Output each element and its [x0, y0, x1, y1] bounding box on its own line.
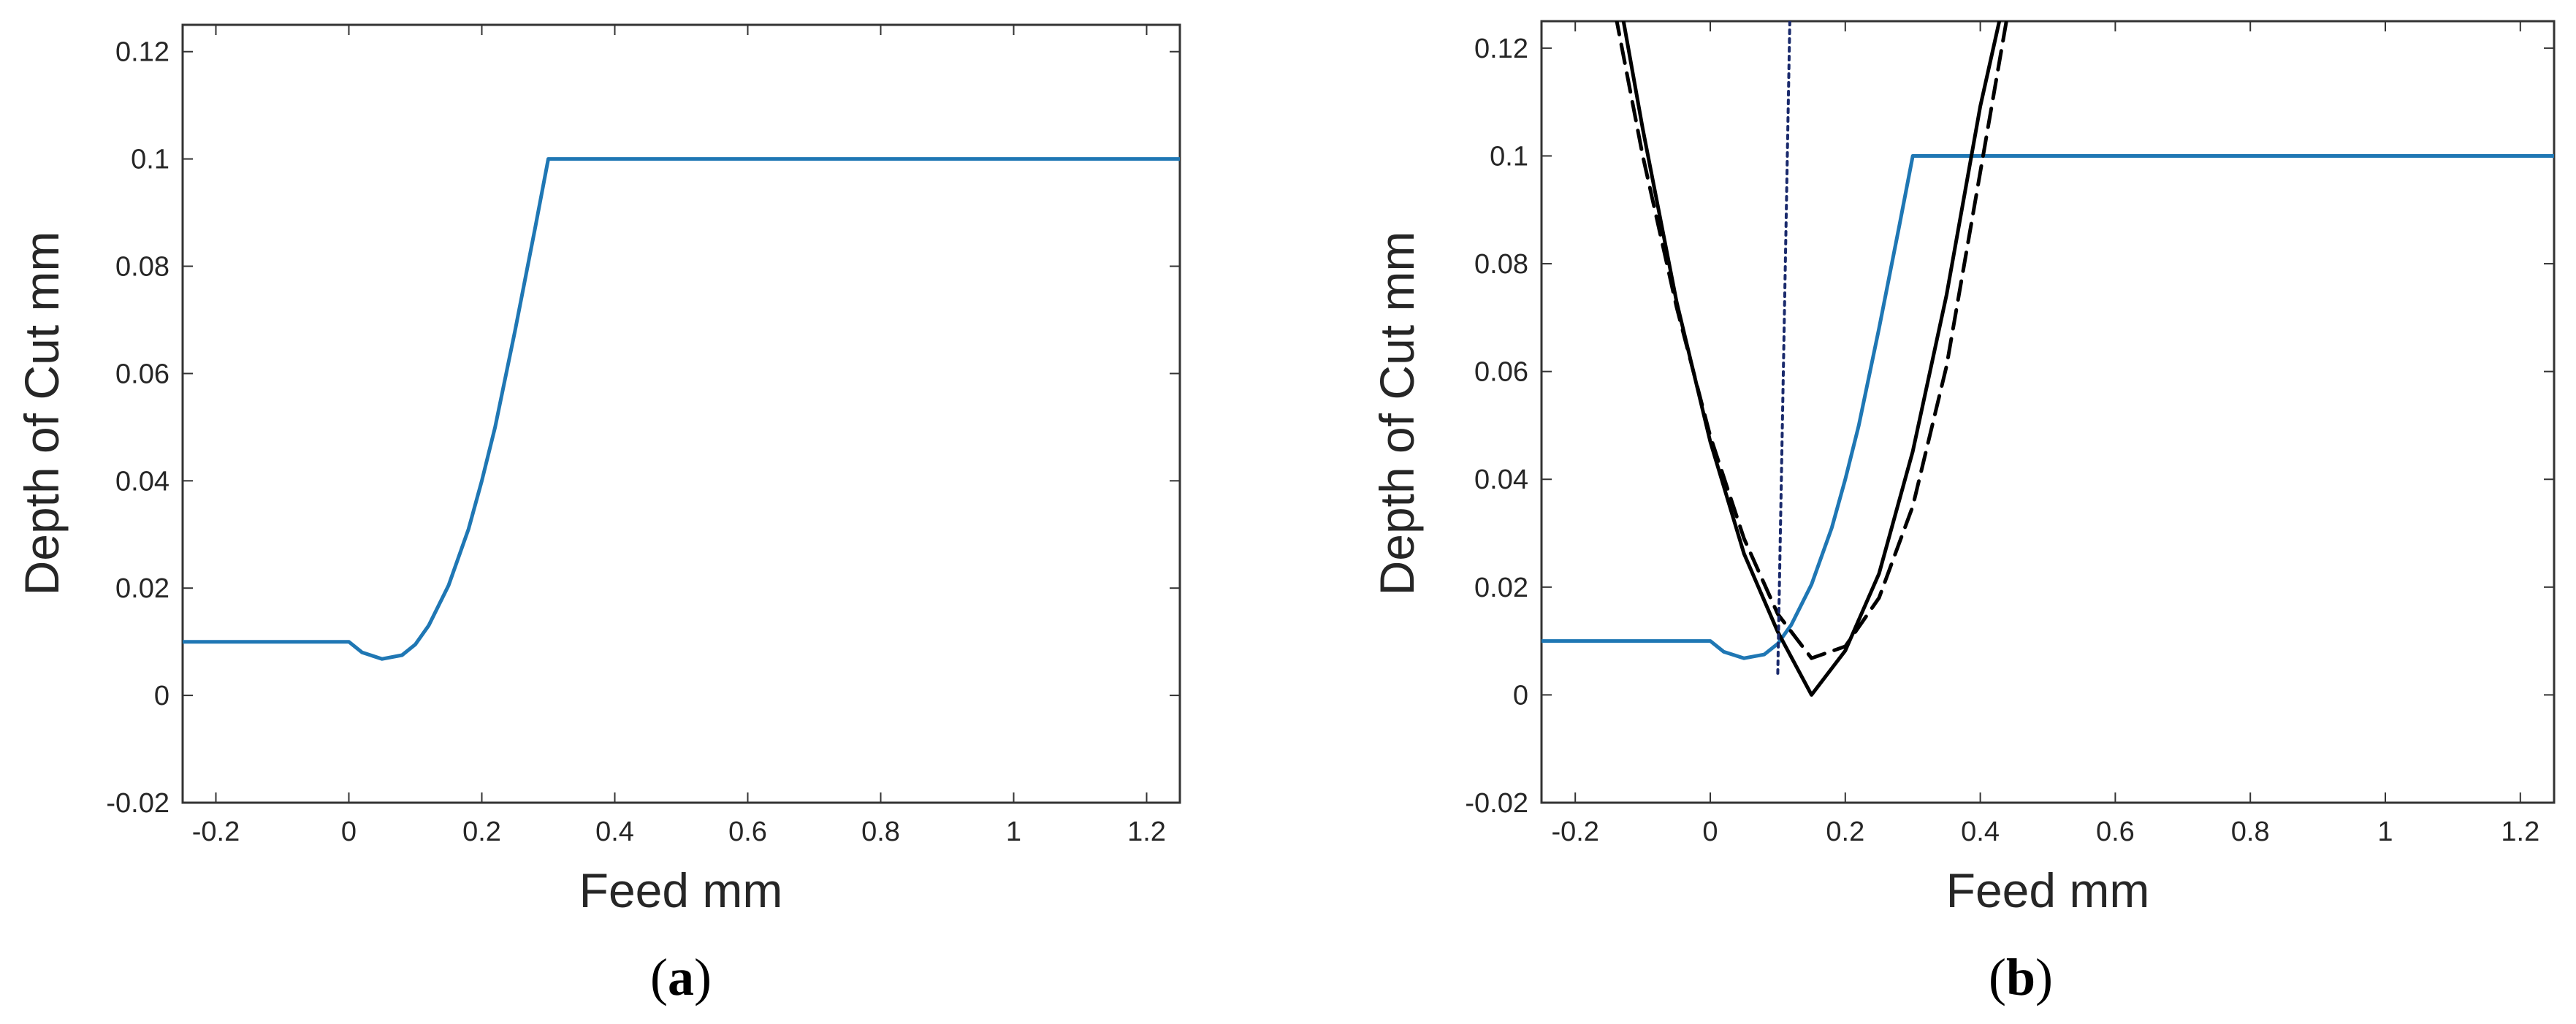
y-axis-label: Depth of Cut mm — [15, 232, 69, 596]
x-axis-label: Feed mm — [1946, 863, 2150, 917]
y-tick-label: 0.12 — [1474, 34, 1528, 64]
series-line-1-solid — [1542, 154, 2554, 660]
x-tick-label: 0 — [1702, 817, 1718, 847]
x-tick-label: -0.2 — [192, 817, 240, 847]
x-tick-label: 0 — [341, 817, 357, 847]
plot-area — [181, 23, 1181, 804]
x-tick-label: 0.8 — [2231, 817, 2270, 847]
x-tick-label: 0.2 — [462, 817, 501, 847]
series-group — [183, 157, 1180, 661]
series-group — [1542, 21, 2554, 697]
panel-letter: a — [668, 948, 694, 1006]
y-tick-label: 0.02 — [115, 573, 169, 604]
chart-panel-a: -0.2 0 0.2 0.4 0.6 0.8 1 1.2 -0.02 0 0.02 0.04 0.06 0… — [15, 23, 1181, 1006]
chart-panel-b: -0.2 0 0.2 0.4 0.6 0.8 1 1.2 -0.02 0 0.02 0.04 0.06 0… — [1370, 20, 2556, 1006]
y-tick-label: 0.06 — [1474, 357, 1528, 388]
x-tick-label: 0.8 — [861, 817, 900, 847]
y-tick-label: 0 — [154, 681, 169, 711]
y-tick-label: 0.06 — [115, 359, 169, 389]
panel-letter: b — [2006, 948, 2035, 1006]
x-axis-label: Feed mm — [579, 863, 783, 917]
y-tick-label: -0.02 — [106, 788, 169, 819]
x-tick-label: 1.2 — [2501, 817, 2539, 847]
x-tick-label: 1 — [2377, 817, 2393, 847]
ticks: -0.2 0 0.2 0.4 0.6 0.8 1 1.2 -0.02 0 0.02 0.04 0.06 0… — [1465, 21, 2554, 847]
x-tick-label: 1.2 — [1127, 817, 1166, 847]
x-tick-label: 0.6 — [2096, 817, 2135, 847]
y-axis-label: Depth of Cut mm — [1370, 232, 1424, 596]
x-tick-label: -0.2 — [1551, 817, 1598, 847]
svg-text:(b): (b) — [1989, 948, 2053, 1006]
y-tick-label: 0.1 — [1490, 141, 1528, 172]
y-tick-label: 0.08 — [115, 252, 169, 283]
ticks: -0.2 0 0.2 0.4 0.6 0.8 1 1.2 -0.02 0 0.02 0.04 0.06 0… — [106, 25, 1180, 847]
y-tick-label: 0.08 — [1474, 249, 1528, 280]
series-line-3-solid — [1621, 21, 2002, 697]
y-tick-label: 0.12 — [115, 37, 169, 68]
series-line-1-solid — [183, 157, 1180, 661]
y-tick-label: -0.02 — [1465, 788, 1528, 819]
panel-label-b: (b) — [1989, 948, 2053, 1006]
y-tick-label: 0.04 — [1474, 465, 1528, 495]
y-tick-label: 0 — [1513, 680, 1528, 711]
series-line-4-dotted — [1776, 21, 1791, 675]
svg-text:(a): (a) — [650, 948, 712, 1006]
y-tick-label: 0.1 — [131, 145, 169, 175]
y-tick-label: 0.04 — [115, 466, 169, 497]
x-tick-label: 0.6 — [728, 817, 767, 847]
x-tick-label: 0.2 — [1826, 817, 1864, 847]
plot-area — [1540, 20, 2556, 804]
x-tick-label: 0.4 — [595, 817, 634, 847]
panel-label-a: (a) — [650, 948, 712, 1006]
y-tick-label: 0.02 — [1474, 573, 1528, 603]
x-tick-label: 1 — [1006, 817, 1021, 847]
x-tick-label: 0.4 — [1961, 817, 2000, 847]
